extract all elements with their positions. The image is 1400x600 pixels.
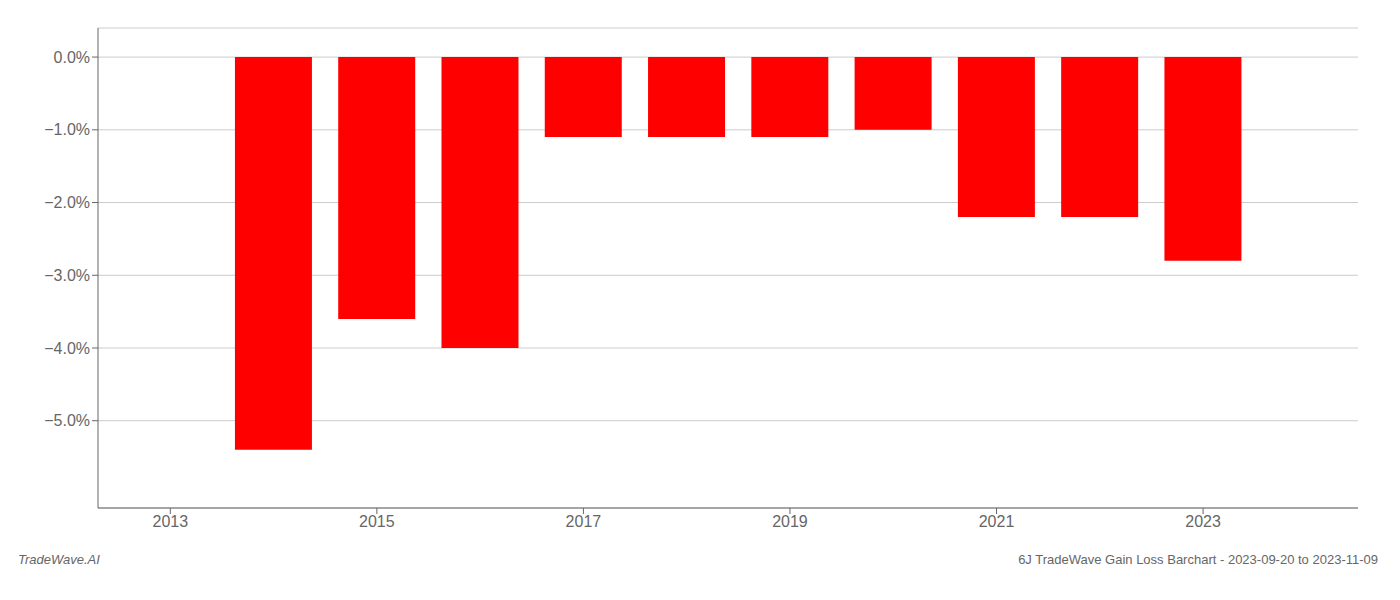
svg-text:−2.0%: −2.0% [44,194,90,211]
svg-text:2017: 2017 [566,513,602,530]
svg-text:2015: 2015 [359,513,395,530]
svg-text:−4.0%: −4.0% [44,340,90,357]
svg-text:−3.0%: −3.0% [44,267,90,284]
svg-text:−5.0%: −5.0% [44,412,90,429]
html-text:TradeWave.AI: TradeWave.AI [18,552,100,567]
svg-text:2023: 2023 [1185,513,1221,530]
svg-text:2013: 2013 [152,513,188,530]
svg-text:2021: 2021 [979,513,1015,530]
svg-text:−1.0%: −1.0% [44,121,90,138]
svg-text:2019: 2019 [772,513,808,530]
svg-text:0.0%: 0.0% [54,49,90,66]
html-text:6J TradeWave Gain Loss Barchar: 6J TradeWave Gain Loss Barchart - 2023-0… [1018,552,1378,567]
